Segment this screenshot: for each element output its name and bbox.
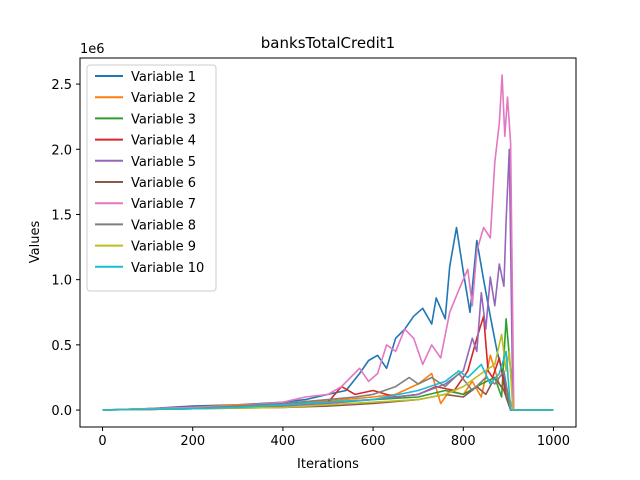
x-tick-label: 600 — [361, 434, 386, 449]
x-tick-label: 200 — [180, 434, 205, 449]
x-axis: 0 200 400 600 800 1000 — [98, 427, 570, 449]
series-line-7 — [102, 74, 554, 411]
series-layer — [102, 74, 554, 411]
legend-label: Variable 3 — [131, 112, 196, 127]
series-line-10 — [102, 350, 554, 411]
series-line-1 — [102, 226, 554, 411]
series-line-5 — [102, 148, 554, 411]
series-line-8 — [102, 370, 554, 411]
legend-label: Variable 8 — [131, 218, 196, 233]
y-tick-label: 2.5 — [51, 78, 72, 93]
x-tick-label: 1000 — [537, 434, 570, 449]
series-line-9 — [102, 333, 554, 411]
chart-title: banksTotalCredit1 — [261, 34, 395, 52]
y-tick-label: 1.0 — [51, 274, 72, 289]
legend-label: Variable 9 — [131, 240, 196, 255]
legend-box — [86, 64, 217, 292]
legend: Variable 1 Variable 2 Variable 3 Variable 4… — [86, 64, 217, 292]
legend-label: Variable 1 — [131, 70, 196, 85]
legend-label: Variable 2 — [131, 91, 196, 106]
y-tick-label: 0.5 — [51, 339, 72, 354]
y-tick-label: 1.5 — [51, 208, 72, 223]
x-tick-label: 0 — [98, 434, 106, 449]
x-axis-title: Iterations — [297, 457, 359, 472]
y-tick-label: 0.0 — [51, 404, 72, 419]
plot-frame — [79, 57, 577, 428]
legend-label: Variable 10 — [131, 261, 204, 276]
legend-label: Variable 4 — [131, 134, 196, 149]
legend-label: Variable 6 — [131, 176, 196, 191]
y-axis: 0.0 0.5 1.0 1.5 2.0 2.5 — [51, 78, 80, 419]
x-tick-label: 400 — [270, 434, 295, 449]
y-axis-multiplier: 1e6 — [80, 42, 105, 57]
y-axis-title: Values — [28, 221, 43, 264]
y-tick-label: 2.0 — [51, 143, 72, 158]
legend-label: Variable 5 — [131, 155, 196, 170]
x-tick-label: 800 — [451, 434, 476, 449]
legend-label: Variable 7 — [131, 197, 196, 212]
